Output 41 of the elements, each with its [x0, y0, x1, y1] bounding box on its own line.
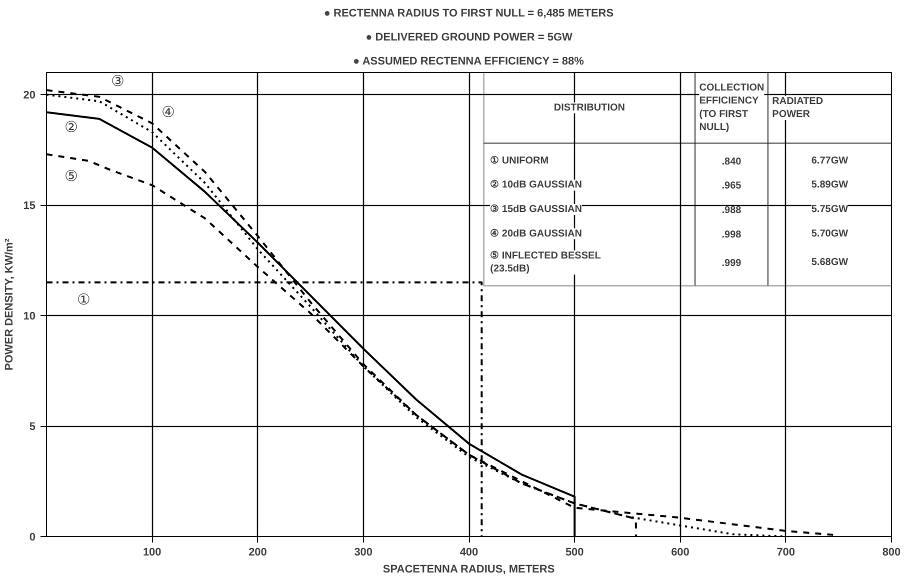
annotation: DISTRIBUTION	[554, 102, 625, 114]
y-tick-label: 10	[23, 310, 36, 323]
annotation: 6.77GW	[811, 155, 849, 166]
annotation: ①	[76, 292, 90, 309]
annotation: ⑤	[64, 168, 78, 185]
x-tick-label: 400	[460, 546, 478, 558]
x-tick-label: 300	[354, 546, 373, 558]
x-tick-label: 700	[776, 546, 796, 558]
annotation: ②	[64, 119, 78, 136]
y-axis-title: POWER DENSITY, KW/m²	[3, 238, 16, 371]
y-tick-label: 0	[29, 532, 36, 544]
x-tick-label: 800	[882, 546, 901, 558]
annotation: ① UNIFORM	[490, 155, 549, 166]
annotation: ② 10dB GAUSSIAN	[490, 180, 582, 191]
annotation: 5.89GW	[811, 180, 849, 191]
annotation: ④ 20dB GAUSSIAN	[490, 228, 582, 240]
annotation: ③	[110, 72, 124, 90]
text: ● ASSUMED RECTENNA EFFICIENCY = 88%	[353, 56, 584, 68]
annotation: .999	[722, 258, 742, 270]
annotation: COLLECTION EFFICIENCY (TO FIRST NULL)	[699, 82, 764, 134]
annotation: ④	[161, 104, 174, 121]
annotation: .988	[722, 204, 742, 216]
y-tick-label: 5	[29, 421, 36, 434]
annotation: ⑤ INFLECTED BESSEL (23.5dB)	[490, 250, 601, 275]
y-tick-label: 20	[23, 90, 36, 102]
annotation: 5.70GW	[811, 228, 849, 240]
text: ● DELIVERED GROUND POWER = 5GW	[366, 32, 574, 44]
annotation: ③ 15dB GAUSSIAN	[490, 204, 582, 215]
x-tick-label: 500	[565, 546, 584, 558]
annotation: .840	[722, 156, 742, 168]
x-axis-title: SPACETENNA RADIUS, METERS	[382, 564, 555, 576]
text: ● RECTENNA RADIUS TO FIRST NULL = 6,485 METERS	[324, 8, 614, 20]
annotation: 5.68GW	[811, 257, 849, 268]
annotation: 5.75GW	[811, 204, 849, 215]
annotation: .998	[722, 229, 742, 240]
x-tick-label: 600	[671, 546, 690, 558]
annotation: RADIATED POWER	[772, 96, 824, 120]
annotation: .965	[722, 180, 742, 192]
x-tick-label: 100	[142, 546, 162, 558]
x-tick-label: 200	[248, 546, 267, 558]
y-tick-label: 15	[23, 200, 36, 212]
